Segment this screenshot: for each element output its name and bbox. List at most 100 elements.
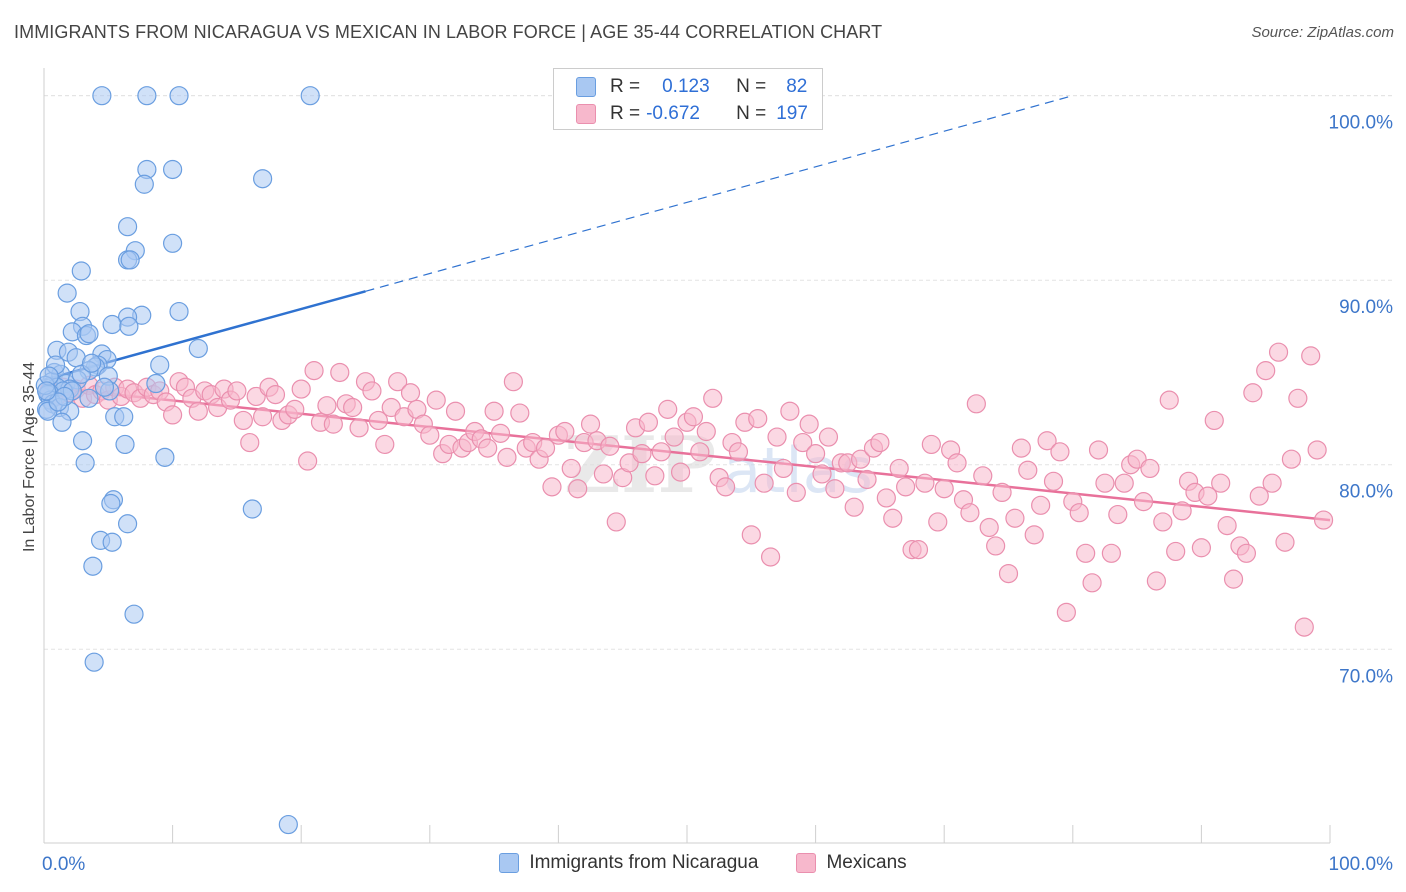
mexican-point [1313, 510, 1334, 530]
mexican-point [986, 536, 1006, 556]
mexican-point [947, 453, 967, 473]
mexican-point [323, 414, 343, 434]
nicaragua-point [75, 453, 95, 473]
mexican-point [998, 563, 1019, 584]
x-tick-label: 100.0% [1329, 854, 1394, 875]
mexican-point [908, 540, 929, 560]
mexican-point [1198, 486, 1218, 506]
y-tick-label: 80.0% [1339, 482, 1393, 503]
mexican-point [1056, 602, 1076, 622]
mexican-point [478, 438, 498, 458]
mexican-point [690, 442, 710, 462]
mexican-point [1108, 504, 1128, 525]
mexican-point [664, 427, 684, 447]
nicaragua-point [134, 174, 154, 194]
r-value: 0.123 [662, 76, 710, 97]
mexican-point [889, 458, 909, 479]
nicaragua-point [115, 434, 135, 455]
nicaragua-point [163, 159, 183, 180]
legend-label: Mexicans [826, 852, 907, 873]
mexican-point [870, 432, 890, 453]
nicaragua-point [146, 373, 166, 394]
data-points [35, 86, 1334, 835]
y-tick-label: 90.0% [1339, 297, 1393, 318]
n-label: N = [736, 103, 767, 124]
mexican-point [317, 396, 337, 416]
source-label: Source: ZipAtlas.com [1251, 24, 1394, 41]
mexican-point [1146, 571, 1166, 591]
mexican-point [381, 397, 401, 418]
r-label: R = [610, 76, 641, 97]
mexican-point [1037, 431, 1057, 451]
mexican-point [1031, 495, 1051, 515]
mexican-point [805, 444, 826, 464]
mexican-point [960, 503, 980, 523]
mexican-point [1172, 501, 1192, 521]
nicaragua-point [119, 316, 139, 336]
x-tick-label: 0.0% [42, 854, 85, 875]
mexican-point [696, 421, 716, 442]
mexican-point [1301, 346, 1321, 366]
nicaragua-point [92, 86, 112, 106]
mexican-point [375, 434, 395, 455]
nicaragua-point [36, 381, 57, 401]
mexican-point [606, 512, 626, 532]
legend-item-nicaragua[interactable]: Immigrants from Nicaragua [499, 852, 758, 874]
mexican-point [728, 442, 749, 462]
nicaragua-point [84, 652, 104, 672]
mexican-point [580, 414, 601, 434]
mexican-point [793, 432, 813, 453]
mexican-point [741, 525, 761, 545]
mexican-point [973, 466, 993, 486]
bottom-legend: Immigrants from Nicaragua Mexicans [0, 852, 1406, 874]
mexican-point [1011, 438, 1031, 458]
nicaragua-point [300, 86, 320, 106]
mexican-point [658, 399, 678, 419]
mexican-point [484, 401, 504, 421]
mexican-point [349, 418, 369, 438]
mexican-point [928, 512, 948, 532]
r-value: -0.672 [646, 103, 700, 124]
mexican-point [1069, 503, 1089, 523]
mexican-point [619, 453, 639, 473]
mexican-point [1211, 473, 1231, 493]
nicaragua-point [169, 86, 189, 106]
nicaragua-point [79, 324, 99, 344]
stats-legend: R = 0.123 N = 82 R = -0.672 N = 197 [553, 68, 823, 130]
mexican-point [1223, 569, 1244, 589]
mexican-point [1281, 449, 1302, 469]
mexican-point [163, 405, 183, 425]
nicaragua-point [57, 283, 77, 303]
mexican-point [1005, 508, 1025, 528]
mexican-point [1088, 440, 1109, 460]
nicaragua-point [150, 355, 170, 375]
mexican-point [767, 427, 787, 447]
mexican-point [883, 508, 903, 528]
nicaragua-point [124, 604, 144, 624]
legend-item-mexicans[interactable]: Mexicans [796, 852, 907, 874]
r-label: R = [610, 103, 641, 124]
mexican-point [330, 362, 350, 383]
mexican-point [818, 427, 839, 447]
mexican-point [188, 401, 208, 421]
mexican-point [368, 410, 388, 431]
mexicans-swatch [796, 853, 817, 873]
nicaragua-point [102, 314, 122, 335]
nicaragua-point [101, 493, 121, 514]
mexican-point [510, 403, 530, 423]
chart-title: IMMIGRANTS FROM NICARAGUA VS MEXICAN IN … [14, 22, 883, 42]
mexican-point [1018, 460, 1038, 480]
nicaragua-point [137, 86, 157, 106]
n-value: 197 [776, 103, 808, 124]
mexican-point [1236, 543, 1257, 563]
mexican-point [1307, 440, 1327, 460]
y-tick-label: 70.0% [1339, 666, 1393, 687]
nicaragua-point [155, 447, 175, 467]
mexican-point [703, 388, 723, 408]
mexican-point [555, 421, 575, 442]
mexican-point [497, 447, 517, 467]
mexican-point [786, 482, 806, 503]
mexican-point [1153, 512, 1173, 532]
nicaragua-point [83, 556, 103, 576]
mexican-point [1268, 342, 1289, 362]
